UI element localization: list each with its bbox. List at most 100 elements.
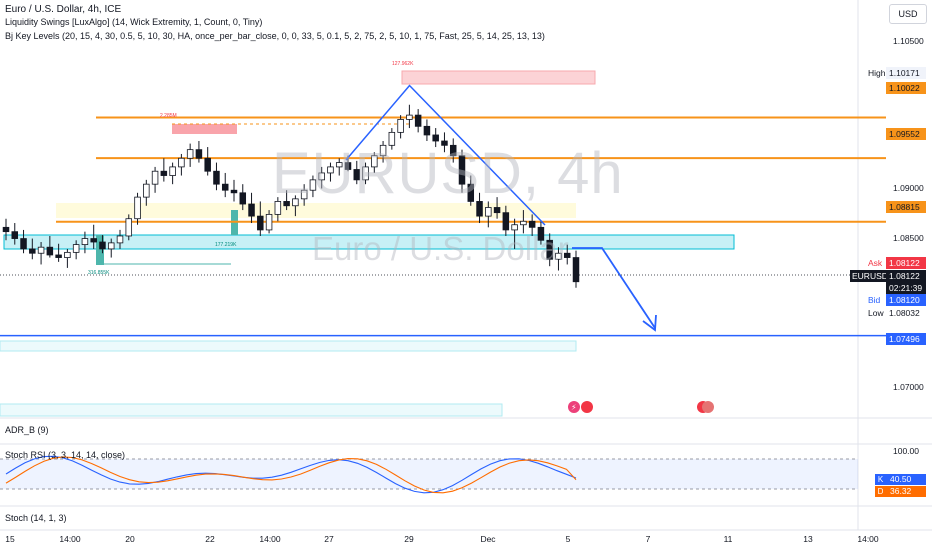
- candle-body: [169, 166, 176, 176]
- candle-body: [362, 166, 369, 181]
- candle-body: [537, 226, 545, 241]
- candles: [2, 104, 580, 288]
- price-tick-3: 1.08500: [893, 233, 924, 243]
- bar-countdown: 02:21:39: [886, 282, 926, 294]
- indicator-key-levels[interactable]: Bj Key Levels (20, 15, 4, 30, 0.5, 5, 10…: [5, 31, 545, 41]
- candle-body: [353, 169, 361, 181]
- candle-body: [555, 252, 562, 260]
- candle-body: [230, 189, 238, 194]
- liq-label-4: 316.855K: [88, 270, 110, 276]
- candle-body: [309, 179, 317, 191]
- us-flag-icon-1[interactable]: [581, 401, 593, 413]
- stoch-pane-title[interactable]: Stoch (14, 1, 3): [5, 513, 67, 523]
- bid-value: 1.08120: [886, 294, 926, 306]
- candle-body: [397, 119, 404, 133]
- high-tag: High: [868, 68, 886, 78]
- candle-body: [300, 189, 308, 200]
- liquidity-zone-lower: [0, 340, 577, 352]
- candle-body: [476, 201, 483, 217]
- time-tick-1: 15: [5, 534, 15, 544]
- adr-pane-title[interactable]: ADR_B (9): [5, 425, 49, 435]
- time-tick-10: 7: [645, 534, 651, 544]
- level1-label: 1.10022: [886, 82, 926, 94]
- liquidity-zone-red-top: [401, 70, 596, 85]
- candle-body: [81, 238, 89, 246]
- candle-body: [449, 144, 457, 157]
- candle-body: [274, 201, 282, 215]
- candle-body: [178, 157, 185, 168]
- level2-label: 1.09552: [886, 128, 926, 140]
- high-value: 1.10171: [886, 67, 926, 79]
- candle-body: [388, 131, 396, 146]
- time-tick-13: 14:00: [857, 534, 879, 544]
- candle-body: [55, 254, 62, 258]
- symbol-title[interactable]: Euro / U.S. Dollar, 4h, ICE: [5, 4, 122, 15]
- candle-body: [213, 170, 220, 185]
- event-icon-flash[interactable]: [568, 401, 580, 413]
- d-value: 36.32: [886, 486, 926, 497]
- candle-body: [371, 155, 378, 168]
- low-tag: Low: [868, 308, 884, 318]
- candle-body: [406, 114, 413, 120]
- us-flag-icon-3[interactable]: [702, 401, 714, 413]
- key-levels: [0, 116, 886, 337]
- time-tick-11: 11: [723, 534, 733, 544]
- candle-body: [493, 207, 501, 214]
- liq-label-3: 177.219K: [215, 242, 237, 248]
- time-tick-7: 29: [404, 534, 414, 544]
- time-tick-3: 20: [125, 534, 135, 544]
- bid-tag: Bid: [866, 294, 886, 306]
- candle-body: [572, 257, 580, 283]
- candle-body: [511, 224, 518, 231]
- liquidity-zone-teal-small: [96, 235, 104, 265]
- candle-body: [257, 215, 264, 231]
- candle-body: [2, 226, 10, 233]
- indicator-liquidity-swings[interactable]: Liquidity Swings [LuxAlgo] (14, Wick Ext…: [5, 17, 263, 27]
- time-tick-12: 13: [803, 534, 813, 544]
- liq-label-2: 2.285M: [160, 113, 177, 119]
- candle-body: [467, 183, 475, 202]
- candle-body: [485, 207, 492, 217]
- projection-arrow-head: [642, 314, 657, 332]
- liquidity-zone-bottom: [0, 403, 503, 417]
- watermark-description: Euro / U.S. Dollar: [312, 230, 569, 267]
- candle-body: [292, 198, 299, 207]
- candle-body: [195, 149, 203, 159]
- stochrsi-d-line: [5, 456, 577, 494]
- candle-body: [160, 170, 168, 176]
- level4-label: 1.07496: [886, 333, 926, 345]
- price-tick-1: 1.10500: [893, 36, 924, 46]
- liquidity-zone-yellow: [56, 203, 576, 218]
- level3-label: 1.08815: [886, 201, 926, 213]
- stochrsi-band: [0, 459, 858, 489]
- candle-body: [441, 140, 448, 146]
- liquidity-zone-red-mid: [172, 124, 237, 134]
- last-price: 1.08122: [886, 270, 926, 282]
- candle-body: [458, 155, 466, 185]
- time-tick-4: 22: [205, 534, 215, 544]
- price-tick-2: 1.09000: [893, 183, 924, 193]
- trend-line-up: [345, 84, 411, 161]
- candle-body: [186, 149, 194, 159]
- time-tick-6: 27: [324, 534, 334, 544]
- candle-body: [563, 252, 571, 258]
- trend-line-down: [409, 85, 546, 226]
- ask-value: 1.08122: [886, 257, 926, 269]
- candle-body: [134, 196, 141, 220]
- symbol-tag: EURUSD: [850, 270, 888, 282]
- candle-body: [151, 170, 159, 185]
- k-tag: K: [875, 474, 886, 485]
- stochrsi-k-line: [5, 455, 577, 494]
- candle-body: [221, 183, 229, 191]
- currency-button[interactable]: USD: [889, 4, 927, 24]
- candle-body: [107, 242, 115, 250]
- stochrsi-pane-title[interactable]: Stoch RSI (3, 3, 14, 14, close): [5, 450, 126, 460]
- candle-body: [204, 157, 211, 172]
- k-value: 40.50: [886, 474, 926, 485]
- time-tick-9: 5: [565, 534, 571, 544]
- stochrsi-axis-top: 100.00: [893, 446, 919, 456]
- candle-body: [143, 183, 150, 198]
- candle-body: [379, 144, 387, 157]
